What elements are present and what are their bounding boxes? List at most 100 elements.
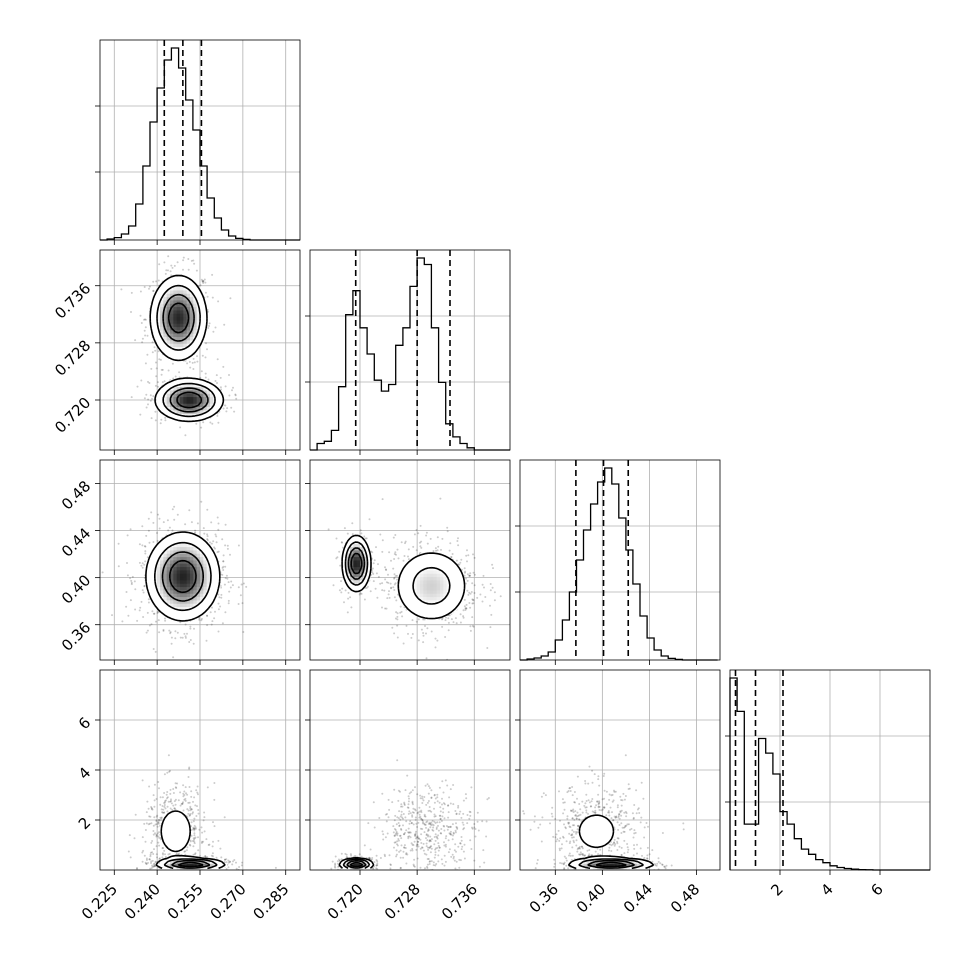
scatter-point bbox=[126, 562, 128, 564]
scatter-point bbox=[148, 858, 151, 861]
density-cell bbox=[163, 606, 168, 611]
scatter-point bbox=[158, 631, 161, 634]
scatter-point bbox=[372, 572, 375, 575]
scatter-point bbox=[167, 529, 170, 532]
scatter-point bbox=[346, 611, 349, 614]
scatter-point bbox=[471, 616, 474, 619]
density-cell bbox=[176, 580, 181, 584]
density-cell bbox=[203, 400, 208, 404]
density-cell bbox=[193, 310, 198, 314]
scatter-point bbox=[150, 417, 153, 420]
density-cell bbox=[173, 396, 178, 401]
density-cell bbox=[406, 593, 411, 598]
density-cell bbox=[426, 610, 431, 614]
density-cell bbox=[170, 573, 174, 578]
scatter-point bbox=[162, 811, 165, 814]
scatter-point bbox=[151, 341, 154, 344]
density-cell bbox=[180, 600, 184, 604]
scatter-point bbox=[192, 368, 195, 370]
scatter-point bbox=[394, 617, 397, 620]
density-cell bbox=[166, 573, 171, 578]
density-cell bbox=[163, 576, 168, 581]
density-cell bbox=[186, 610, 191, 614]
density-cell bbox=[420, 596, 424, 601]
density-cell bbox=[416, 566, 421, 571]
scatter-point bbox=[183, 798, 186, 801]
density-cell bbox=[150, 566, 154, 571]
density-cell bbox=[160, 313, 164, 318]
density-cell bbox=[433, 560, 438, 564]
density-cell bbox=[173, 580, 178, 584]
scatter-point bbox=[163, 792, 166, 794]
density-cell bbox=[200, 400, 204, 404]
scatter-point bbox=[212, 855, 214, 858]
density-cell bbox=[150, 596, 154, 601]
density-cell bbox=[173, 576, 178, 581]
density-cell bbox=[406, 573, 411, 578]
density-cell bbox=[423, 600, 428, 604]
density-cell bbox=[180, 393, 184, 398]
scatter-point bbox=[139, 413, 142, 416]
density-cell bbox=[426, 596, 431, 601]
density-cell bbox=[190, 313, 194, 318]
density-cell bbox=[150, 570, 154, 574]
density-cell bbox=[176, 563, 181, 568]
density-cell bbox=[416, 576, 421, 581]
density-cell bbox=[213, 386, 218, 391]
density-cell bbox=[156, 320, 161, 324]
scatter-point bbox=[208, 325, 210, 327]
scatter-point bbox=[213, 798, 216, 801]
density-cell bbox=[436, 603, 441, 608]
scatter-point bbox=[402, 559, 405, 562]
scatter-point bbox=[462, 616, 465, 619]
density-cell bbox=[406, 583, 411, 588]
density-cell bbox=[170, 413, 174, 418]
scatter-point bbox=[181, 636, 184, 639]
scatter-point bbox=[184, 635, 187, 638]
density-cell bbox=[173, 566, 178, 571]
scatter-point bbox=[368, 518, 371, 521]
density-cell bbox=[193, 553, 198, 558]
density-cell bbox=[156, 560, 161, 564]
density-cell bbox=[153, 593, 158, 598]
scatter-point bbox=[147, 403, 149, 406]
density-cell bbox=[196, 550, 201, 554]
scatter-point bbox=[206, 614, 208, 617]
scatter-point bbox=[180, 870, 182, 872]
density-cell bbox=[430, 573, 434, 578]
scatter-point bbox=[141, 589, 144, 592]
scatter-point bbox=[152, 824, 155, 827]
scatter-point bbox=[147, 871, 149, 873]
scatter-point bbox=[158, 517, 161, 520]
density-cell bbox=[196, 573, 201, 578]
scatter-point bbox=[163, 804, 166, 806]
density-cell bbox=[193, 346, 198, 351]
density-cell bbox=[206, 413, 211, 418]
density-cell bbox=[443, 586, 448, 591]
scatter-point bbox=[130, 579, 133, 582]
density-cell bbox=[153, 300, 158, 304]
density-cell bbox=[166, 560, 171, 564]
scatter-point bbox=[182, 874, 184, 876]
scatter-point bbox=[125, 605, 128, 608]
density-cell bbox=[430, 603, 434, 608]
density-cell bbox=[166, 330, 171, 334]
density-cell bbox=[176, 570, 181, 574]
scatter-point bbox=[141, 341, 144, 344]
density-cell bbox=[453, 590, 458, 594]
density-cell bbox=[366, 553, 371, 558]
scatter-point bbox=[231, 389, 233, 392]
density-cell bbox=[156, 580, 161, 584]
scatter-point bbox=[207, 378, 210, 381]
scatter-point bbox=[155, 798, 158, 800]
scatter-point bbox=[217, 300, 220, 303]
density-cell bbox=[343, 546, 348, 551]
scatter-point bbox=[221, 622, 224, 625]
density-cell bbox=[203, 316, 208, 321]
density-cell bbox=[200, 320, 204, 324]
density-cell bbox=[190, 586, 194, 591]
density-cell bbox=[163, 393, 168, 398]
density-cell bbox=[163, 556, 168, 561]
scatter-point bbox=[186, 793, 189, 796]
scatter-point bbox=[228, 374, 230, 376]
